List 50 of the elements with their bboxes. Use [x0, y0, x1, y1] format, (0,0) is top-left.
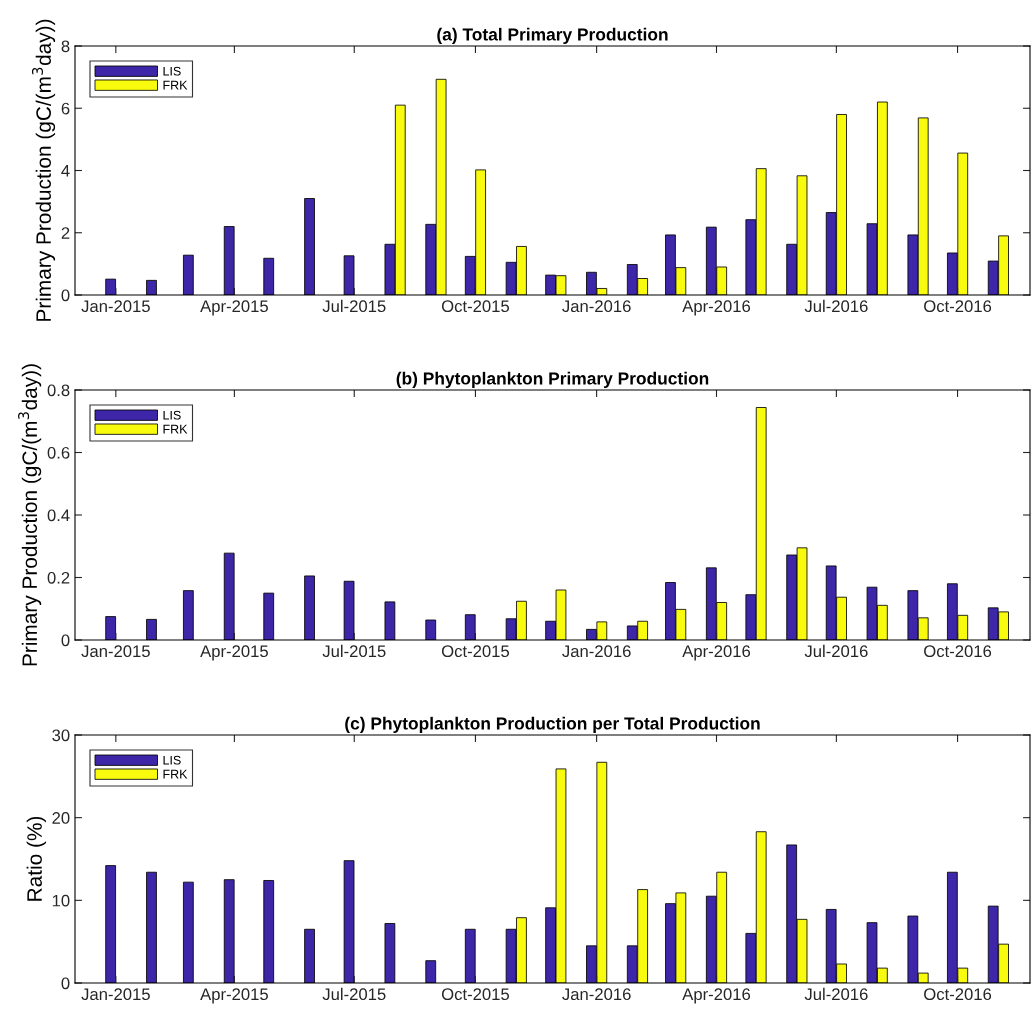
legend-label: LIS [163, 755, 181, 765]
y-tick-label: 0 [61, 634, 70, 647]
x-tick-label: Jul-2016 [804, 987, 868, 1001]
x-tick-label: Jan-2016 [562, 300, 631, 313]
legend-label: LIS [163, 410, 181, 420]
y-tick-label: 4 [61, 165, 70, 177]
chart-title: (c) Phytoplankton Production per Total Production [345, 716, 760, 734]
x-tick-label: Apr-2016 [682, 645, 751, 661]
x-tick-label: Jan-2015 [81, 300, 150, 313]
y-tick-label: 0.2 [47, 571, 70, 584]
y-axis-title: Ratio (%) [26, 816, 47, 901]
x-tick-label: Oct-2016 [924, 300, 992, 313]
x-tick-label: Jan-2016 [562, 645, 631, 658]
y-tick-label: 0.6 [47, 446, 70, 459]
y-tick-label: 20 [52, 812, 70, 824]
x-tick-label: Apr-2016 [682, 300, 751, 316]
x-tick-label: Apr-2015 [200, 645, 268, 661]
x-tick-label: Jul-2015 [322, 299, 386, 313]
y-tick-label: 0 [61, 977, 70, 990]
x-tick-label: Jan-2016 [562, 988, 631, 1001]
x-tick-label: Jul-2015 [322, 987, 386, 1001]
legend-label: FRK [163, 769, 188, 779]
x-tick-label: Jan-2015 [81, 645, 150, 658]
x-tick-label: Apr-2016 [682, 988, 751, 1004]
y-tick-label: 6 [61, 102, 70, 115]
x-tick-label: Jan-2015 [81, 988, 150, 1001]
y-tick-label: 8 [61, 40, 70, 53]
y-axis-title: Primary Production (gC/(m$^{3}$day)) [31, 19, 56, 321]
x-tick-label: Jul-2015 [322, 644, 386, 658]
chart-title: (b) Phytoplankton Primary Production [396, 371, 709, 389]
x-tick-label: Oct-2016 [924, 988, 992, 1001]
legend-label: LIS [163, 66, 181, 76]
x-tick-label: Oct-2015 [441, 645, 510, 658]
legend-label: FRK [163, 424, 188, 434]
legend-label: FRK [163, 80, 188, 90]
x-tick-label: Jul-2016 [804, 644, 868, 658]
x-tick-label: Apr-2015 [200, 988, 268, 1004]
x-tick-label: Oct-2015 [441, 988, 510, 1001]
x-tick-label: Apr-2015 [200, 300, 268, 316]
y-tick-label: 0 [61, 289, 70, 302]
y-tick-label: 10 [52, 894, 70, 907]
chart-title: (a) Total Primary Production [437, 27, 668, 45]
y-tick-label: 30 [52, 729, 70, 742]
y-tick-label: 2 [61, 227, 70, 239]
x-tick-label: Oct-2016 [924, 645, 992, 658]
y-tick-label: 0.8 [47, 384, 70, 397]
x-tick-label: Jul-2016 [804, 299, 868, 313]
y-axis-title: Primary Production (gC/(m$^{3}$day)) [18, 364, 42, 666]
x-tick-label: Oct-2015 [441, 300, 510, 313]
y-tick-label: 0.4 [47, 509, 70, 522]
